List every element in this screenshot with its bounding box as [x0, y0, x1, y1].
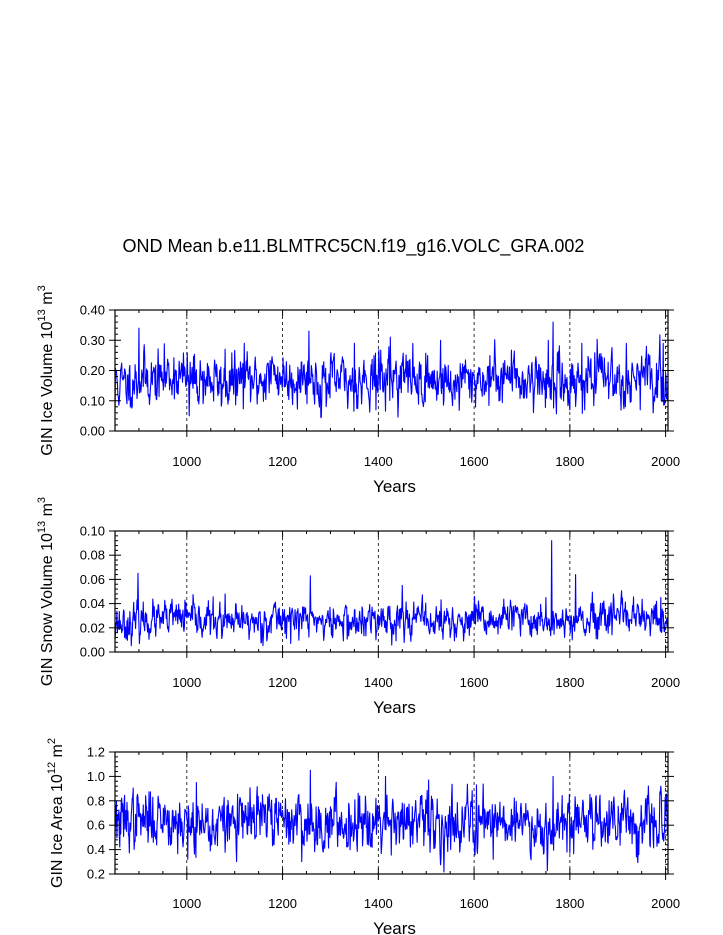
- x-tick-label: 1200: [268, 675, 297, 690]
- x-tick-label: 1000: [172, 675, 201, 690]
- y-tick-label: 0.08: [80, 548, 105, 563]
- x-tick-label: 1400: [364, 896, 393, 911]
- x-tick-label: 1600: [460, 675, 489, 690]
- y-tick-label: 0.02: [80, 620, 105, 635]
- plot-frame: [114, 751, 669, 875]
- series-line-ice-volume: [114, 321, 669, 419]
- x-tick-label: 1400: [364, 675, 393, 690]
- y-tick-label: 0.10: [80, 524, 105, 539]
- x-axis-title: Years: [373, 698, 416, 717]
- y-axis-title: GIN Ice Volume 1013 m3: [36, 285, 56, 455]
- y-tick-label: 0.30: [80, 333, 105, 348]
- y-axis-title: GIN Snow Volume 1013 m3: [36, 497, 56, 686]
- y-tick-label: 0.10: [80, 393, 105, 408]
- x-tick-label: 1800: [555, 896, 584, 911]
- y-tick-label: 0.04: [80, 596, 105, 611]
- x-tick-label: 1000: [172, 896, 201, 911]
- x-axis-title: Years: [373, 477, 416, 496]
- x-axis-title: Years: [373, 919, 416, 935]
- x-tick-label: 1200: [268, 896, 297, 911]
- x-tick-label: 1200: [268, 454, 297, 469]
- x-tick-label: 1000: [172, 454, 201, 469]
- x-tick-label: 1400: [364, 454, 393, 469]
- x-tick-label: 1600: [460, 896, 489, 911]
- y-tick-label: 0.6: [87, 818, 105, 833]
- chart-snow-volume: 1000 1200 1400 1600 1800 2000 0.00 0.02 0.04 0.06…: [36, 497, 680, 717]
- y-tick-label: 0.00: [80, 645, 105, 660]
- page-title: OND Mean b.e11.BLMTRC5CN.f19_g16.VOLC_GR…: [122, 236, 585, 256]
- x-tick-label: 1800: [555, 675, 584, 690]
- y-axis-title: GIN Ice Area 1012 m2: [46, 738, 66, 888]
- x-tick-label: 2000: [651, 896, 680, 911]
- y-tick-label: 0.2: [87, 867, 105, 882]
- x-tick-label: 2000: [651, 454, 680, 469]
- y-tick-label: 1.0: [87, 769, 105, 784]
- chart-ice-volume: 1000 1200 1400 1600 1800 2000 0.00 0.10 0.20 0.30…: [36, 285, 680, 496]
- x-tick-label: 2000: [651, 675, 680, 690]
- series-line-ice-area: [114, 769, 669, 873]
- y-tick-label: 1.2: [87, 745, 105, 760]
- x-tick-label: 1800: [555, 454, 584, 469]
- series-line-snow-volume: [114, 540, 669, 647]
- y-tick-label: 0.06: [80, 572, 105, 587]
- y-tick-label: 0.00: [80, 424, 105, 439]
- x-tick-label: 1600: [460, 454, 489, 469]
- y-tick-label: 0.4: [87, 842, 105, 857]
- chart-ice-area: 1000 1200 1400 1600 1800 2000 0.2 0.4 0.6 0.8 1.0 1…: [46, 738, 680, 935]
- y-tick-label: 0.40: [80, 303, 105, 318]
- plot-frame: [114, 309, 669, 432]
- y-tick-label: 0.20: [80, 363, 105, 378]
- y-tick-label: 0.8: [87, 793, 105, 808]
- plot-frame: [114, 530, 669, 653]
